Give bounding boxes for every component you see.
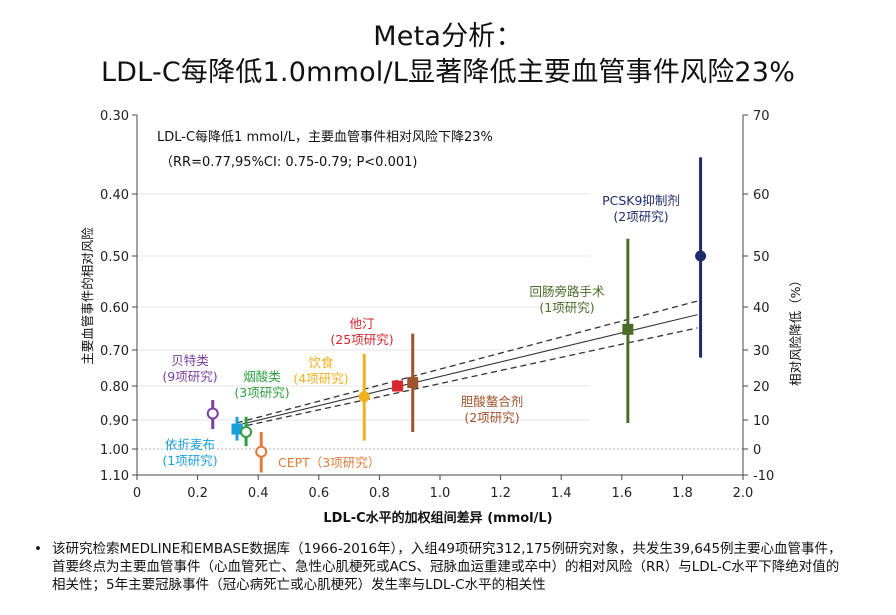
- y2-tick-label: 50: [753, 250, 770, 265]
- point-label-sub: (3项研究): [234, 385, 289, 400]
- point-label-name: 烟酸类: [243, 369, 281, 384]
- point-label-sub: (1项研究): [539, 300, 594, 315]
- x-tick-label: 0.4: [248, 486, 269, 501]
- annotation-line1: LDL-C每降低1 mmol/L，主要血管事件相对风险下降23%: [157, 129, 493, 145]
- annotation-line2: （RR=0.77,95%CI: 0.75-0.79; P<0.001): [160, 155, 417, 170]
- point-marker: [206, 407, 219, 420]
- point-marker: [695, 250, 707, 262]
- point-label-name: CEPT（3项研究）: [278, 455, 380, 470]
- y-tick-label: 0.90: [100, 414, 129, 429]
- x-tick-label: 0.8: [369, 486, 390, 501]
- point-label-name: 贝特类: [171, 353, 209, 368]
- point-label-sub: (1项研究): [162, 453, 217, 468]
- data-point: CEPT（3项研究）: [255, 431, 380, 473]
- point-label-name: 依折麦布: [165, 437, 215, 452]
- data-point: 饮食(4项研究): [293, 353, 370, 441]
- data-points: 贝特类(9项研究)依折麦布(1项研究)烟酸类(3项研究)CEPT（3项研究）饮食…: [162, 157, 707, 473]
- data-point: PCSK9抑制剂(2项研究): [602, 157, 707, 358]
- point-marker: [255, 445, 268, 458]
- bullet-marker: •: [34, 541, 42, 557]
- axes: 0.300.400.500.600.700.800.901.001.107060…: [100, 109, 774, 501]
- point-label-sub: (2项研究): [464, 410, 519, 425]
- point-label-sub: (9项研究): [162, 369, 217, 384]
- chart-title-line1: Meta分析：: [373, 21, 523, 52]
- x-tick-label: 0.6: [308, 486, 329, 501]
- point-marker: [392, 380, 404, 392]
- footnote-text: 该研究检索MEDLINE和EMBASE数据库（1966-2016年），入组49项…: [52, 541, 842, 593]
- point-label-sub: (4项研究): [293, 371, 348, 386]
- x-tick-label: 1.8: [672, 486, 693, 501]
- y-tick-label: 1.00: [100, 443, 129, 458]
- y-tick-label: 0.80: [100, 380, 129, 395]
- data-point: 胆酸螯合剂(2项研究): [407, 333, 524, 432]
- point-label-name: 胆酸螯合剂: [461, 394, 524, 409]
- data-point: 回肠旁路手术(1项研究): [529, 238, 634, 424]
- point-marker: [622, 323, 634, 335]
- x-tick-label: 1.6: [611, 486, 632, 501]
- x-tick-label: 0.2: [187, 486, 208, 501]
- gridlines: [137, 193, 743, 450]
- y-axis-label: 主要血管事件的相对风险: [80, 227, 95, 365]
- data-point: 他汀(25项研究): [330, 316, 404, 392]
- data-point: 贝特类(9项研究): [162, 353, 219, 430]
- chart-title-line2: LDL-C每降低1.0mmol/L显著降低主要血管事件风险23%: [100, 57, 796, 88]
- point-marker: [407, 377, 419, 389]
- point-marker: [240, 425, 253, 438]
- y-tick-label: 0.30: [100, 109, 129, 124]
- regression-lines: [236, 300, 698, 429]
- y2-tick-label: 60: [753, 188, 770, 203]
- point-marker: [358, 391, 370, 403]
- x-tick-label: 0: [133, 486, 141, 501]
- data-point: 烟酸类(3项研究): [234, 369, 290, 447]
- regression-line: [236, 314, 698, 426]
- forest-scatter-chart: 0.300.400.500.600.700.800.901.001.107060…: [80, 109, 803, 526]
- y2-tick-label: 0: [753, 443, 761, 458]
- data-point: 依折麦布(1项研究): [162, 416, 243, 468]
- point-label-name: 饮食: [308, 355, 334, 370]
- y-tick-label: 0.50: [100, 250, 129, 265]
- y2-tick-label: 20: [753, 380, 770, 395]
- y2-tick-label: 40: [753, 301, 770, 316]
- point-label-name: 他汀: [349, 316, 374, 331]
- x-axis-label: LDL-C水平的加权组间差异 (mmol/L): [323, 510, 552, 526]
- point-marker: [231, 423, 243, 435]
- regression-ci-upper: [236, 327, 698, 429]
- y2-tick-label: 10: [753, 414, 770, 429]
- y-tick-label: 0.70: [100, 344, 129, 359]
- x-tick-label: 1.4: [551, 486, 572, 501]
- x-tick-label: 1.2: [490, 486, 511, 501]
- y2-tick-label: 30: [753, 344, 770, 359]
- x-tick-label: 1.0: [430, 486, 451, 501]
- x-tick-label: 2.0: [733, 486, 754, 501]
- footnote-bullet: • 该研究检索MEDLINE和EMBASE数据库（1966-2016年），入组4…: [34, 540, 842, 594]
- chart-annotations: LDL-C每降低1 mmol/L，主要血管事件相对风险下降23% （RR=0.7…: [80, 129, 803, 526]
- y2-tick-label: -10: [753, 469, 774, 484]
- y-tick-label: 0.60: [100, 301, 129, 316]
- y-tick-label: 1.10: [100, 469, 129, 484]
- y-tick-label: 0.40: [100, 188, 129, 203]
- point-label-sub: (25项研究): [330, 332, 393, 347]
- point-label-name: 回肠旁路手术: [529, 284, 605, 299]
- y2-axis-label: 相对风险降低（%）: [788, 274, 803, 386]
- point-label-sub: (2项研究): [613, 209, 668, 224]
- y2-tick-label: 70: [753, 109, 770, 124]
- point-label-name: PCSK9抑制剂: [602, 193, 680, 208]
